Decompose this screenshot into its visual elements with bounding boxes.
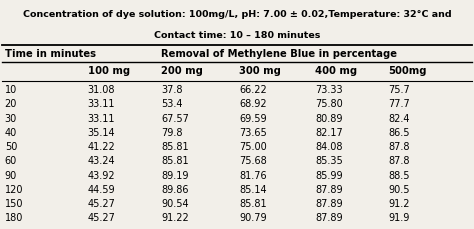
Text: 53.4: 53.4 (161, 99, 182, 109)
Text: 50: 50 (5, 142, 17, 151)
Text: 91.22: 91.22 (161, 213, 189, 222)
Text: 35.14: 35.14 (88, 127, 115, 137)
Text: 87.89: 87.89 (315, 198, 343, 208)
Text: 40: 40 (5, 127, 17, 137)
Text: Removal of Methylene Blue in percentage: Removal of Methylene Blue in percentage (161, 49, 397, 58)
Text: 41.22: 41.22 (88, 142, 116, 151)
Text: 88.5: 88.5 (389, 170, 410, 180)
Text: 85.81: 85.81 (161, 142, 189, 151)
Text: 80.89: 80.89 (315, 113, 343, 123)
Text: 90: 90 (5, 170, 17, 180)
Text: 91.2: 91.2 (389, 198, 410, 208)
Text: 200 mg: 200 mg (161, 66, 203, 76)
Text: 90.5: 90.5 (389, 184, 410, 194)
Text: 120: 120 (5, 184, 23, 194)
Text: 33.11: 33.11 (88, 99, 115, 109)
Text: 500mg: 500mg (389, 66, 427, 76)
Text: Contact time: 10 – 180 minutes: Contact time: 10 – 180 minutes (154, 31, 320, 40)
Text: 43.92: 43.92 (88, 170, 115, 180)
Text: 85.81: 85.81 (239, 198, 267, 208)
Text: 45.27: 45.27 (88, 198, 116, 208)
Text: 87.89: 87.89 (315, 213, 343, 222)
Text: 43.24: 43.24 (88, 156, 115, 166)
Text: 31.08: 31.08 (88, 85, 115, 95)
Text: 90.79: 90.79 (239, 213, 267, 222)
Text: 85.14: 85.14 (239, 184, 267, 194)
Text: 180: 180 (5, 213, 23, 222)
Text: 300 mg: 300 mg (239, 66, 281, 76)
Text: 33.11: 33.11 (88, 113, 115, 123)
Text: 87.8: 87.8 (389, 156, 410, 166)
Text: Time in minutes: Time in minutes (5, 49, 96, 58)
Text: 69.59: 69.59 (239, 113, 267, 123)
Text: 87.89: 87.89 (315, 184, 343, 194)
Text: 30: 30 (5, 113, 17, 123)
Text: 150: 150 (5, 198, 23, 208)
Text: 100 mg: 100 mg (88, 66, 130, 76)
Text: 86.5: 86.5 (389, 127, 410, 137)
Text: 90.54: 90.54 (161, 198, 189, 208)
Text: 89.19: 89.19 (161, 170, 189, 180)
Text: 82.4: 82.4 (389, 113, 410, 123)
Text: 85.35: 85.35 (315, 156, 343, 166)
Text: 79.8: 79.8 (161, 127, 182, 137)
Text: 75.00: 75.00 (239, 142, 267, 151)
Text: 87.8: 87.8 (389, 142, 410, 151)
Text: 89.86: 89.86 (161, 184, 189, 194)
Text: 20: 20 (5, 99, 17, 109)
Text: 68.92: 68.92 (239, 99, 267, 109)
Text: 73.65: 73.65 (239, 127, 267, 137)
Text: 44.59: 44.59 (88, 184, 115, 194)
Text: 82.17: 82.17 (315, 127, 343, 137)
Text: 75.7: 75.7 (389, 85, 410, 95)
Text: 73.33: 73.33 (315, 85, 343, 95)
Text: 10: 10 (5, 85, 17, 95)
Text: 75.68: 75.68 (239, 156, 267, 166)
Text: 77.7: 77.7 (389, 99, 410, 109)
Text: 91.9: 91.9 (389, 213, 410, 222)
Text: 84.08: 84.08 (315, 142, 343, 151)
Text: 85.99: 85.99 (315, 170, 343, 180)
Text: 45.27: 45.27 (88, 213, 116, 222)
Text: 37.8: 37.8 (161, 85, 182, 95)
Text: 85.81: 85.81 (161, 156, 189, 166)
Text: 400 mg: 400 mg (315, 66, 357, 76)
Text: 81.76: 81.76 (239, 170, 267, 180)
Text: 66.22: 66.22 (239, 85, 267, 95)
Text: 60: 60 (5, 156, 17, 166)
Text: Concentration of dye solution: 100mg/L, pH: 7.00 ± 0.02,Temperature: 32°C and: Concentration of dye solution: 100mg/L, … (23, 10, 451, 19)
Text: 75.80: 75.80 (315, 99, 343, 109)
Text: 67.57: 67.57 (161, 113, 189, 123)
